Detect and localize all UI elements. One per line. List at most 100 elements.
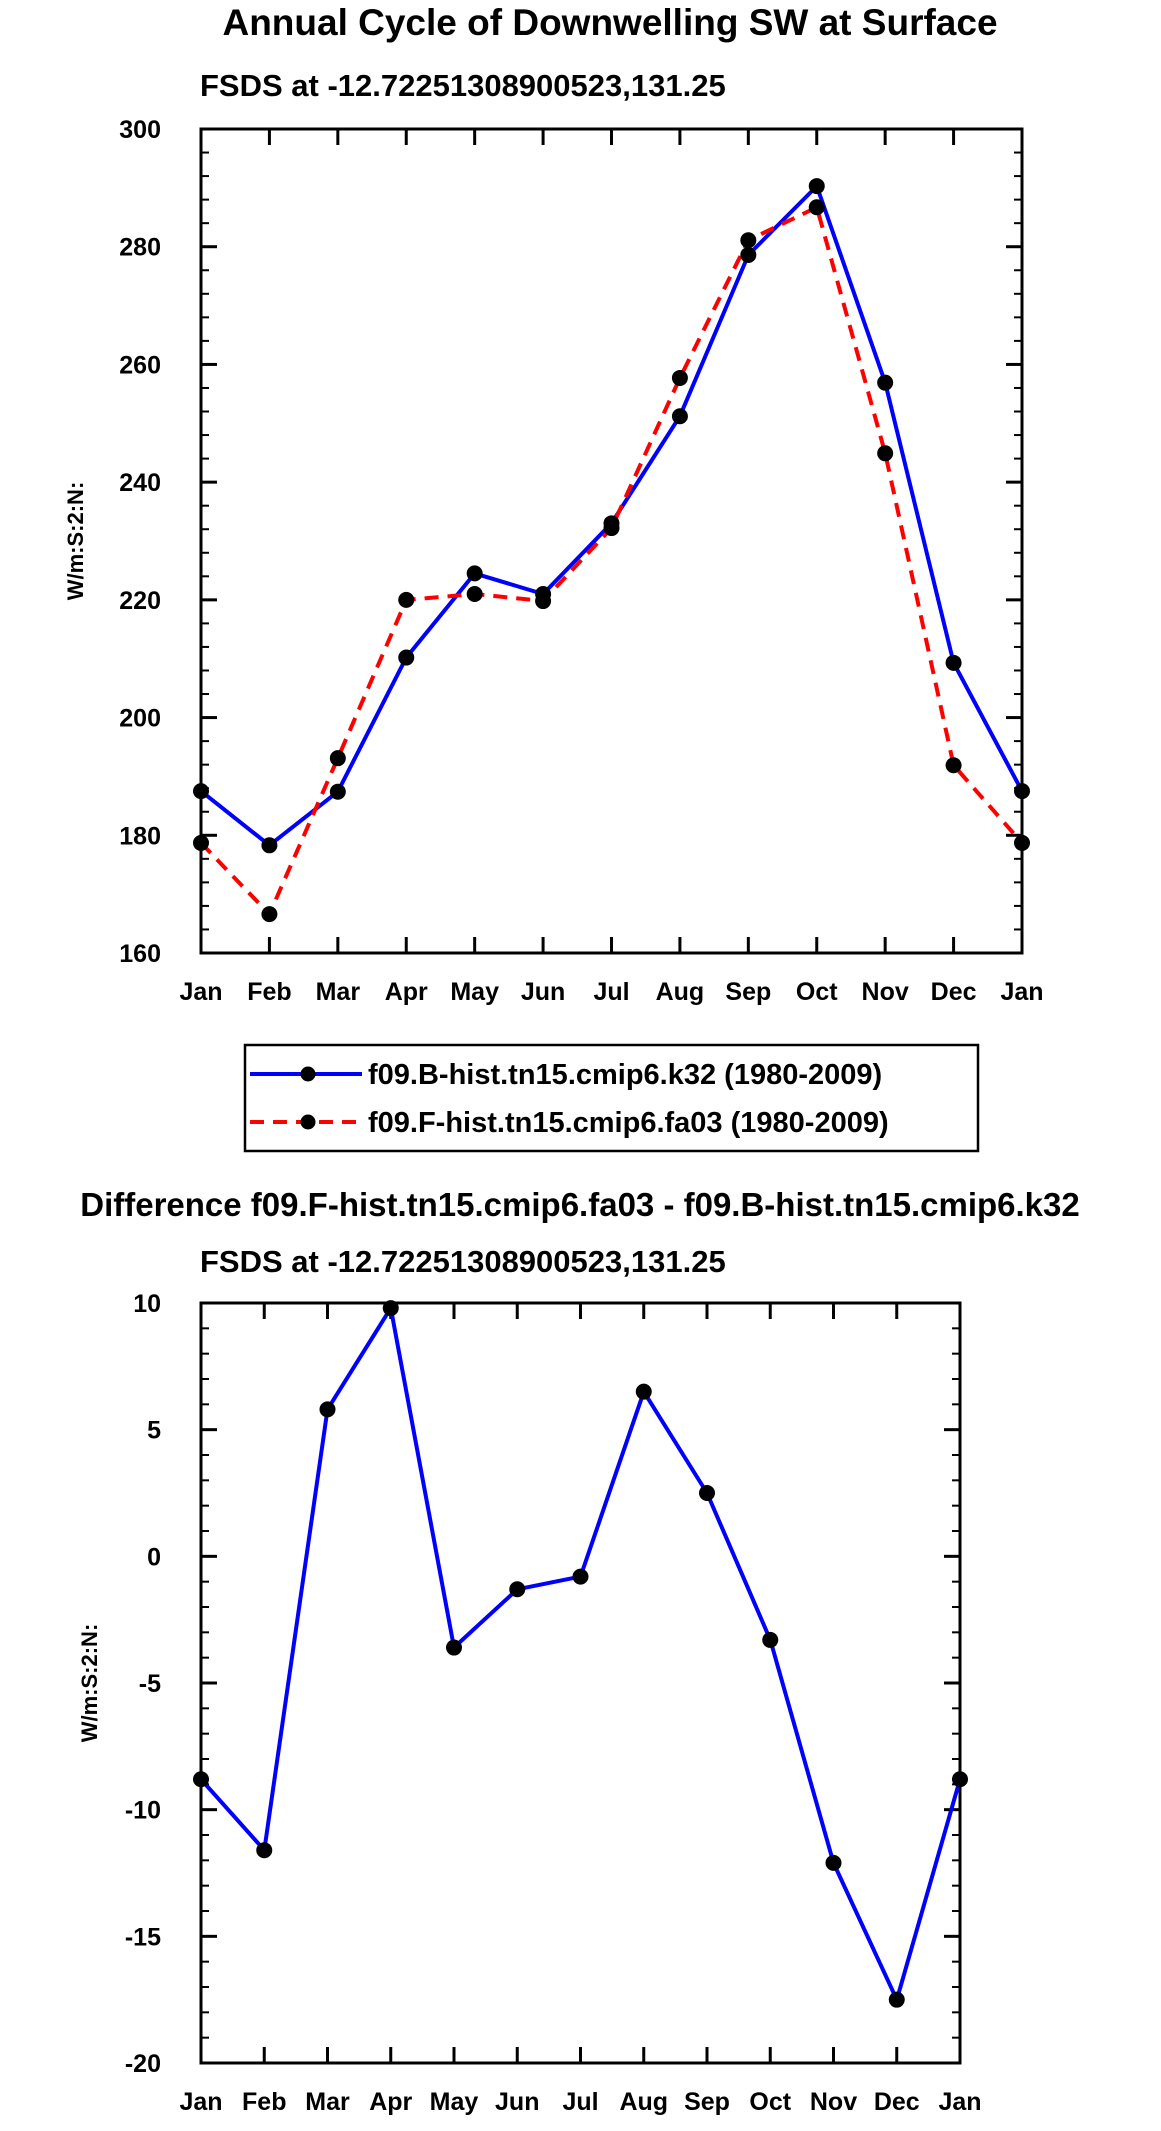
chart-1-series-1-point xyxy=(740,246,757,263)
chart-1-y-tick-label: 160 xyxy=(119,940,161,968)
chart-2-x-tick-label: Aug xyxy=(619,2088,668,2116)
chart-2-y-tick-label: -5 xyxy=(139,1670,161,1698)
chart-1-series-2-point xyxy=(603,520,620,537)
chart-1-y-tick-label: 260 xyxy=(119,351,161,379)
chart-1-x-tick-label: Jul xyxy=(593,978,629,1006)
chart-1-series-2-line xyxy=(199,205,1024,917)
chart-1-series-1-point xyxy=(261,837,278,854)
chart-2-y-tick-label: 0 xyxy=(147,1543,161,1571)
chart-1-x-tick-label: Nov xyxy=(862,978,909,1006)
chart-1-x-tick-label: May xyxy=(450,978,499,1006)
chart-1-series-2-point xyxy=(671,369,688,386)
chart-2-y-axis-label: W/m:S:2:N: xyxy=(77,1624,102,1743)
chart-1-x-tick-label: Mar xyxy=(316,978,361,1006)
chart-2-series-1-point xyxy=(952,1771,968,1788)
chart-2-x-tick-label: May xyxy=(430,2088,479,2116)
chart-1-series-1-point xyxy=(808,178,825,195)
chart-2-series-1-point xyxy=(446,1639,462,1656)
chart-1-x-tick-label: Apr xyxy=(385,978,428,1006)
chart-2-y-tick-label: -10 xyxy=(125,1797,161,1825)
chart-2-plot-frame xyxy=(199,1301,962,2065)
chart-1-series-1-point xyxy=(877,374,894,391)
chart-1-x-tick-label: Aug xyxy=(656,978,705,1006)
chart-1-series-2-point xyxy=(877,445,894,462)
chart-1-subtitle: FSDS at -12.72251308900523,131.25 xyxy=(200,68,726,103)
chart-2-series-1-point xyxy=(572,1568,589,1585)
chart-1: Annual Cycle of Downwelling SW at Surfac… xyxy=(63,2,1044,1153)
chart-2-y-tick-label: 5 xyxy=(147,1417,161,1445)
chart-2-series-1-point xyxy=(509,1581,526,1598)
chart-1-x-tick-label: Sep xyxy=(725,978,771,1006)
chart-2-series xyxy=(193,1300,968,2008)
chart-1-series-2-point xyxy=(329,750,346,767)
chart-1-x-tick-label: Jan xyxy=(1000,978,1043,1006)
chart-1-series-2-point xyxy=(466,585,483,602)
chart-1-x-tick-label: Feb xyxy=(247,978,291,1006)
chart-1-series-1-point xyxy=(945,654,962,671)
chart-1-series-1-point xyxy=(193,783,209,800)
legend-marker-series-2 xyxy=(300,1114,316,1130)
chart-2-series-1-point xyxy=(635,1383,652,1400)
chart-2-x-tick-label: Mar xyxy=(305,2088,350,2116)
chart-2-tick-labels: Jan Feb Mar Apr May Jun Jul Aug Sep Oct Nov Dec Jan-… xyxy=(125,1290,982,2116)
chart-1-title: Annual Cycle of Downwelling SW at Surfac… xyxy=(222,2,997,43)
chart-1-plot-frame xyxy=(199,127,1024,955)
chart-2-y-tick-label: -15 xyxy=(125,1923,161,1951)
chart-2-ticks xyxy=(199,1301,962,2065)
chart-1-y-axis-label: W/m:S:2:N: xyxy=(63,482,88,601)
chart-2-x-tick-label: Jul xyxy=(562,2088,598,2116)
chart-1-series-2-point xyxy=(535,593,552,610)
chart-2-x-tick-label: Dec xyxy=(874,2088,920,2116)
chart-1-x-tick-label: Oct xyxy=(796,978,838,1006)
chart-1-series-1-point xyxy=(671,408,688,425)
chart-2: Difference f09.F-hist.tn15.cmip6.fa03 - … xyxy=(77,1186,1080,2116)
legend-frame xyxy=(243,1043,980,1153)
chart-2-x-tick-label: Jun xyxy=(495,2088,539,2116)
chart-1-series-1-point xyxy=(329,783,346,800)
chart-1-y-tick-label: 280 xyxy=(119,234,161,262)
chart-2-series-1-point xyxy=(193,1771,209,1788)
chart-1-series-1-point xyxy=(466,565,483,582)
chart-2-x-tick-label: Oct xyxy=(749,2088,791,2116)
chart-2-series-1-point xyxy=(762,1631,779,1648)
chart-1-series-2-point xyxy=(261,906,278,923)
chart-1-ticks xyxy=(199,127,1024,955)
chart-1-series-1-point xyxy=(1014,783,1030,800)
chart-2-series-1-point xyxy=(256,1842,273,1859)
legend-label-series-1: f09.B-hist.tn15.cmip6.k32 (1980-2009) xyxy=(368,1059,882,1091)
chart-2-x-tick-label: Nov xyxy=(810,2088,857,2116)
chart-2-y-tick-label: -20 xyxy=(125,2050,161,2078)
chart-2-series-1-point xyxy=(319,1401,336,1418)
chart-2-series-1-line xyxy=(199,1306,962,2002)
chart-2-series-1-point xyxy=(699,1485,715,1501)
chart-1-series-1-point xyxy=(398,649,415,666)
chart-1-x-tick-label: Jun xyxy=(521,978,565,1006)
legend-label-series-2: f09.F-hist.tn15.cmip6.fa03 (1980-2009) xyxy=(368,1107,889,1139)
chart-1-legend: f09.B-hist.tn15.cmip6.k32 (1980-2009) f0… xyxy=(243,1043,980,1153)
chart-1-y-tick-label: 240 xyxy=(119,469,161,497)
chart-1-y-tick-label: 180 xyxy=(119,822,161,850)
chart-1-x-tick-label: Dec xyxy=(931,978,977,1006)
chart-1-x-tick-label: Jan xyxy=(179,978,222,1006)
legend-marker-series-1 xyxy=(300,1066,316,1082)
chart-2-subtitle: FSDS at -12.72251308900523,131.25 xyxy=(200,1244,726,1279)
chart-2-title: Difference f09.F-hist.tn15.cmip6.fa03 - … xyxy=(80,1186,1080,1223)
chart-1-series-2-point xyxy=(945,757,962,774)
chart-1-series-2-point xyxy=(740,232,757,249)
chart-1-series-2-point xyxy=(398,591,415,608)
chart-1-series xyxy=(193,178,1030,923)
chart-2-x-tick-label: Feb xyxy=(242,2088,286,2116)
chart-2-y-tick-label: 10 xyxy=(133,1290,161,1318)
chart-2-x-tick-label: Jan xyxy=(938,2088,981,2116)
chart-2-series-1-point xyxy=(825,1854,842,1871)
chart-1-tick-labels: Jan Feb Mar Apr May Jun Jul Aug Sep Oct Nov Dec Jan 1… xyxy=(119,116,1043,1006)
chart-2-x-tick-label: Jan xyxy=(179,2088,222,2116)
chart-1-series-2-point xyxy=(1014,834,1030,851)
chart-2-series-1-point xyxy=(382,1300,399,1317)
chart-2-x-tick-label: Sep xyxy=(684,2088,730,2116)
chart-1-series-2-point xyxy=(193,834,209,851)
chart-1-y-tick-label: 300 xyxy=(119,116,161,144)
chart-1-y-tick-label: 200 xyxy=(119,705,161,733)
chart-2-x-tick-label: Apr xyxy=(369,2088,412,2116)
